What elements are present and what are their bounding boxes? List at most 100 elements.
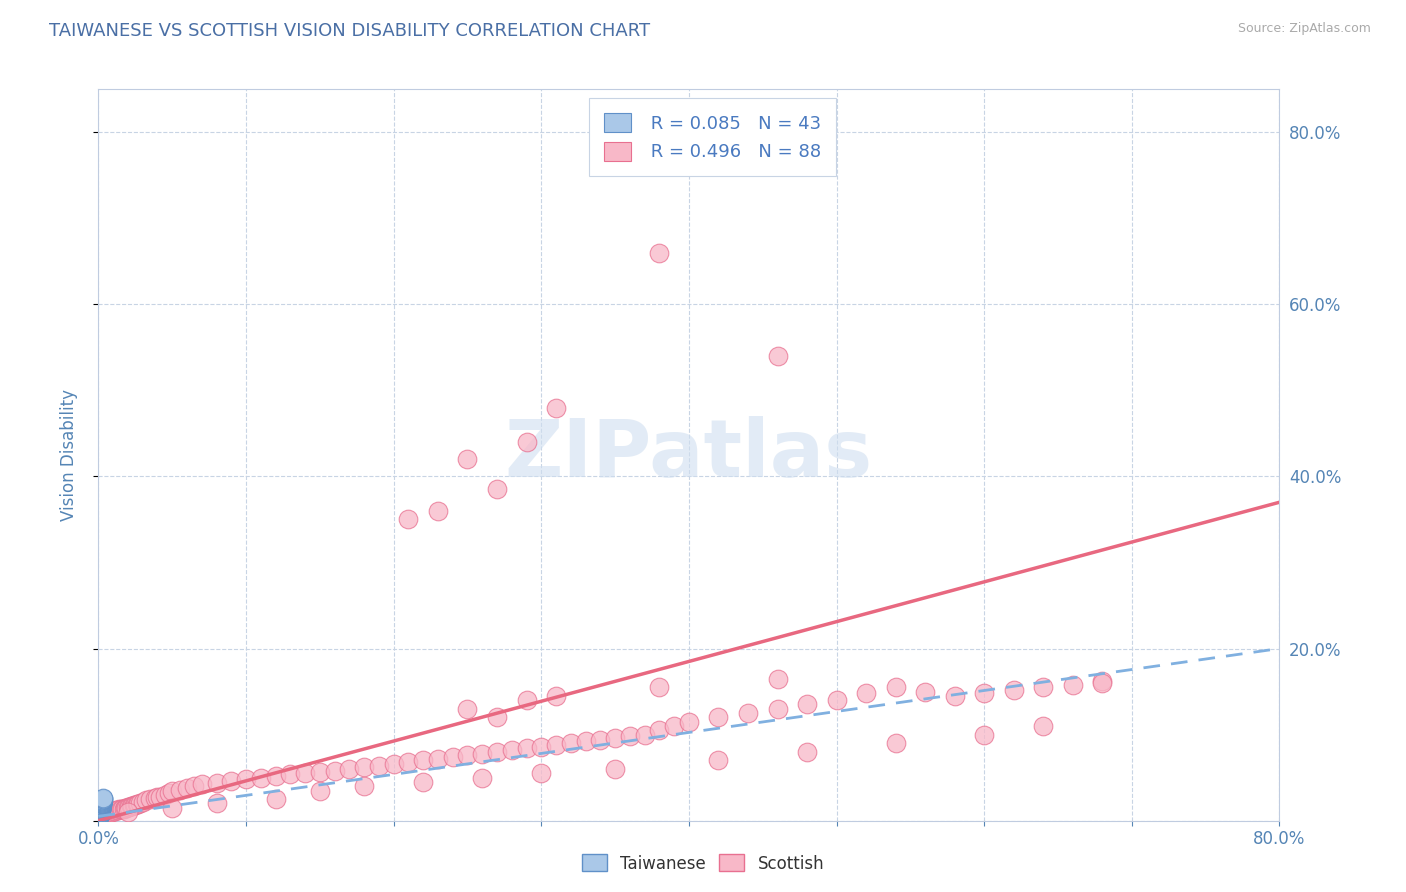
Point — [766, 672, 789, 686]
Point — [94, 806, 117, 821]
Point — [707, 710, 730, 724]
Point — [766, 349, 789, 363]
Point — [707, 753, 730, 767]
Legend: Taiwanese, Scottish: Taiwanese, Scottish — [575, 847, 831, 880]
Point — [153, 788, 176, 802]
Point — [176, 780, 198, 795]
Point — [633, 728, 655, 742]
Point — [100, 805, 122, 819]
Point — [90, 801, 112, 815]
Point — [515, 435, 537, 450]
Point — [157, 786, 180, 800]
Point — [91, 794, 114, 808]
Point — [90, 796, 112, 810]
Point — [90, 801, 112, 815]
Point — [103, 804, 125, 818]
Text: TAIWANESE VS SCOTTISH VISION DISABILITY CORRELATION CHART: TAIWANESE VS SCOTTISH VISION DISABILITY … — [49, 22, 651, 40]
Point — [89, 809, 111, 823]
Point — [309, 783, 332, 797]
Point — [619, 729, 641, 743]
Point — [250, 771, 273, 785]
Point — [149, 789, 172, 804]
Point — [90, 798, 112, 813]
Point — [353, 779, 375, 793]
Point — [91, 792, 114, 806]
Point — [127, 797, 149, 812]
Point — [278, 767, 302, 781]
Point — [678, 714, 700, 729]
Point — [91, 792, 114, 806]
Point — [339, 762, 360, 776]
Point — [396, 755, 419, 769]
Point — [89, 809, 111, 823]
Point — [124, 798, 146, 813]
Point — [884, 736, 907, 750]
Point — [91, 794, 114, 808]
Point — [486, 745, 509, 759]
Point — [90, 802, 112, 816]
Legend:  R = 0.085   N = 43,  R = 0.496   N = 88: R = 0.085 N = 43, R = 0.496 N = 88 — [589, 98, 835, 176]
Point — [91, 793, 114, 807]
Point — [146, 790, 169, 805]
Point — [1062, 678, 1084, 692]
Point — [90, 808, 112, 822]
Point — [323, 764, 346, 778]
Point — [121, 799, 143, 814]
Point — [205, 797, 228, 811]
Point — [90, 798, 112, 813]
Point — [89, 805, 111, 819]
Point — [1032, 680, 1054, 694]
Point — [89, 804, 111, 818]
Point — [90, 799, 112, 814]
Point — [1091, 674, 1114, 689]
Point — [589, 732, 612, 747]
Point — [89, 806, 111, 821]
Point — [574, 734, 596, 748]
Point — [456, 748, 478, 763]
Point — [110, 802, 132, 816]
Point — [515, 741, 537, 756]
Point — [412, 775, 434, 789]
Point — [560, 736, 582, 750]
Point — [530, 766, 553, 780]
Point — [546, 738, 568, 752]
Point — [605, 731, 627, 745]
Point — [664, 719, 686, 733]
Point — [1002, 682, 1025, 697]
Point — [89, 803, 111, 817]
Point — [456, 452, 478, 467]
Text: Source: ZipAtlas.com: Source: ZipAtlas.com — [1237, 22, 1371, 36]
Point — [118, 800, 141, 814]
Point — [486, 483, 509, 497]
Point — [648, 245, 671, 260]
Point — [855, 686, 877, 700]
Y-axis label: Vision Disability: Vision Disability — [59, 389, 77, 521]
Point — [546, 689, 568, 703]
Point — [135, 793, 157, 807]
Point — [1091, 676, 1114, 690]
Point — [169, 782, 191, 797]
Point — [117, 800, 139, 814]
Point — [396, 512, 419, 526]
Point — [183, 779, 205, 793]
Point — [471, 747, 494, 761]
Point — [89, 807, 111, 822]
Point — [943, 689, 966, 703]
Point — [191, 777, 214, 791]
Point — [441, 750, 464, 764]
Point — [294, 766, 316, 780]
Point — [427, 504, 450, 518]
Point — [530, 739, 553, 754]
Point — [973, 728, 995, 742]
Point — [122, 798, 145, 813]
Point — [89, 805, 111, 820]
Point — [382, 756, 405, 771]
Point — [353, 760, 375, 774]
Point — [515, 693, 537, 707]
Point — [91, 796, 114, 810]
Point — [115, 801, 138, 815]
Point — [89, 809, 111, 823]
Point — [825, 693, 848, 707]
Point — [91, 793, 114, 807]
Point — [143, 791, 166, 805]
